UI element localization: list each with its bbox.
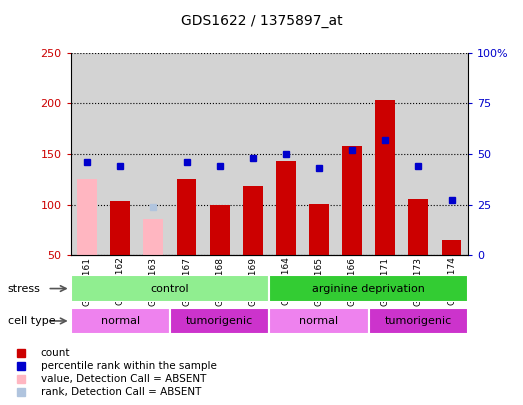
Bar bbox=[177, 179, 197, 255]
Bar bbox=[71, 308, 170, 334]
Bar bbox=[210, 205, 230, 255]
Bar bbox=[269, 308, 369, 334]
Bar bbox=[203, 53, 236, 255]
Bar bbox=[269, 275, 468, 302]
Bar bbox=[137, 53, 170, 255]
Bar bbox=[376, 100, 395, 255]
Text: value, Detection Call = ABSENT: value, Detection Call = ABSENT bbox=[41, 374, 206, 384]
Bar bbox=[170, 53, 203, 255]
Bar bbox=[71, 275, 269, 302]
Text: GDS1622 / 1375897_at: GDS1622 / 1375897_at bbox=[180, 14, 343, 28]
Bar bbox=[302, 53, 336, 255]
Text: arginine deprivation: arginine deprivation bbox=[312, 284, 425, 294]
Bar bbox=[408, 200, 428, 255]
Text: rank, Detection Call = ABSENT: rank, Detection Call = ABSENT bbox=[41, 387, 201, 397]
Bar bbox=[309, 203, 329, 255]
Bar bbox=[269, 53, 302, 255]
Bar bbox=[369, 308, 468, 334]
Text: stress: stress bbox=[8, 284, 41, 294]
Bar bbox=[170, 308, 269, 334]
Bar bbox=[336, 53, 369, 255]
Text: normal: normal bbox=[101, 316, 140, 326]
Text: control: control bbox=[151, 284, 189, 294]
Bar bbox=[236, 53, 269, 255]
Bar bbox=[369, 53, 402, 255]
Bar bbox=[342, 146, 362, 255]
Text: cell type: cell type bbox=[8, 316, 55, 326]
Text: count: count bbox=[41, 348, 70, 358]
Bar bbox=[143, 219, 163, 255]
Text: tumorigenic: tumorigenic bbox=[385, 316, 452, 326]
Text: percentile rank within the sample: percentile rank within the sample bbox=[41, 361, 217, 371]
Bar bbox=[435, 53, 468, 255]
Bar bbox=[110, 202, 130, 255]
Bar bbox=[104, 53, 137, 255]
Bar bbox=[276, 161, 296, 255]
Text: tumorigenic: tumorigenic bbox=[186, 316, 253, 326]
Text: normal: normal bbox=[300, 316, 338, 326]
Bar bbox=[402, 53, 435, 255]
Bar bbox=[77, 179, 97, 255]
Bar bbox=[71, 53, 104, 255]
Bar bbox=[243, 186, 263, 255]
Bar bbox=[441, 240, 461, 255]
